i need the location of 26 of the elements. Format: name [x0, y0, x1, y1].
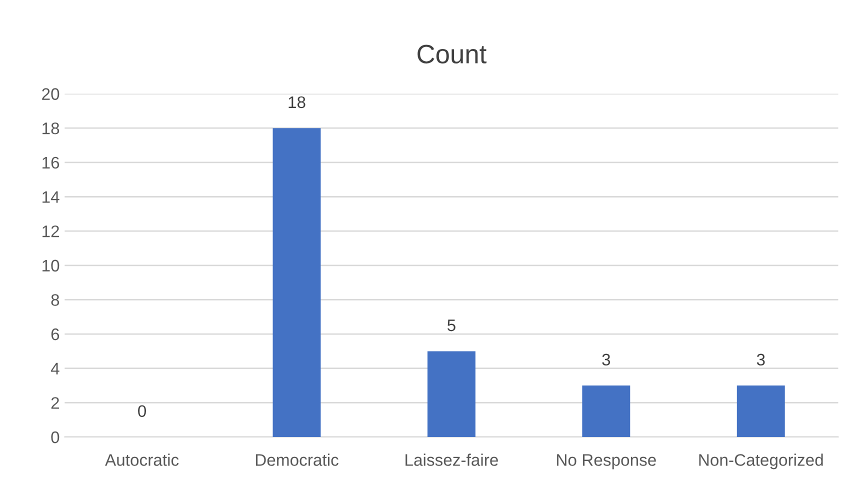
y-tick-label: 6	[51, 328, 60, 340]
y-tick-label: 4	[50, 362, 60, 374]
y-tick-label: 20	[42, 88, 60, 100]
data-label: 18	[288, 96, 306, 108]
y-tick-label: 2	[51, 397, 59, 409]
bar	[736, 386, 785, 437]
bar	[427, 351, 476, 437]
y-tick-label: 8	[51, 294, 60, 306]
x-tick-label: No Response	[557, 454, 656, 470]
data-label: 3	[756, 354, 765, 366]
x-tick-label: Autocratic	[105, 454, 179, 466]
data-label: 3	[602, 354, 610, 366]
y-tick-label: 10	[42, 260, 60, 272]
bar	[582, 386, 630, 437]
x-tick-label: Laissez-faire	[406, 454, 498, 466]
y-tick-label: 0	[51, 431, 60, 444]
y-tick-label: 12	[42, 225, 59, 238]
y-tick-label: 14	[42, 191, 60, 203]
data-label: 0	[138, 405, 146, 418]
y-tick-label: 16	[42, 156, 60, 169]
chart-title: Count	[418, 44, 486, 64]
x-tick-label: Non-Categorized	[699, 454, 823, 470]
x-tick-label: Democratic	[256, 454, 338, 466]
bar	[272, 128, 321, 437]
y-tick-label: 18	[42, 122, 60, 134]
data-label: 5	[447, 320, 456, 332]
